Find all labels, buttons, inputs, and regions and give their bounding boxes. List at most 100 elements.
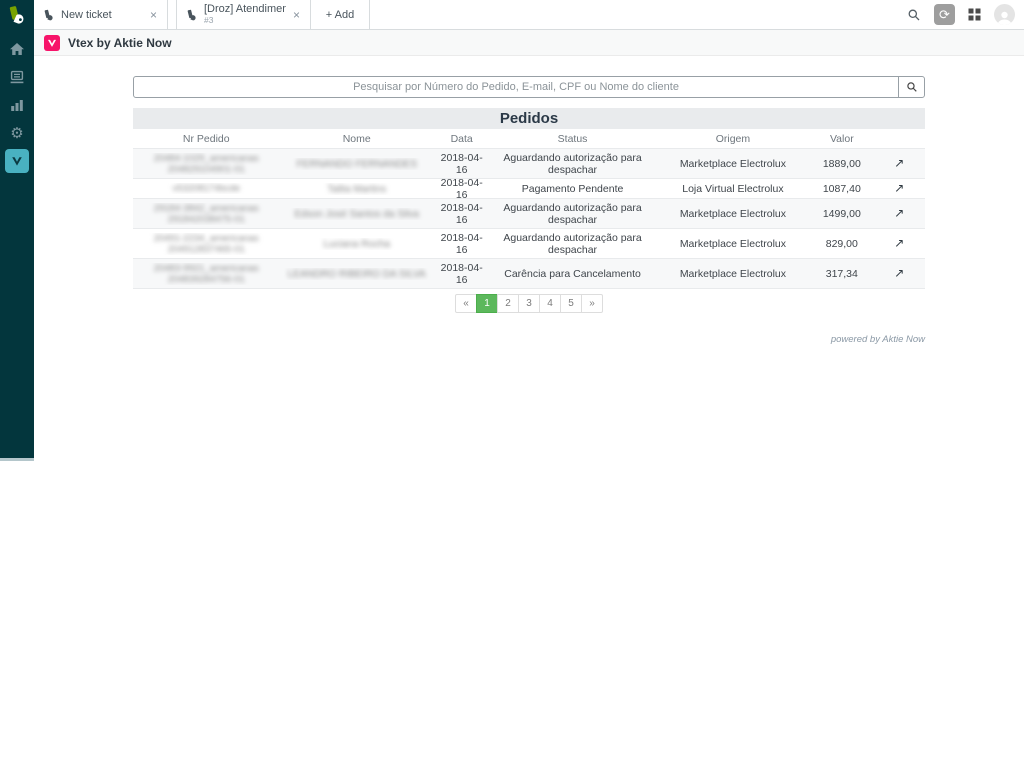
redacted-order-number: 204912837465-01 [167,243,245,255]
column-header-valor: Valor [829,132,854,145]
redacted-order-number: 204829104901-01 [167,163,245,175]
ticket-icon [187,9,196,20]
pagination-page-3[interactable]: 3 [518,294,540,313]
redacted-order-number: 204839284756-01 [167,273,245,285]
tab-droz-atendimento[interactable]: [Droz] Atendimento #3 × [176,0,311,29]
pagination: « 1 2 3 4 5 » [133,294,925,313]
tab-label: New ticket [61,8,112,21]
search-button[interactable] [898,77,924,97]
home-icon[interactable] [5,37,29,61]
pagination-page-4[interactable]: 4 [539,294,561,313]
apps-grid-icon[interactable] [968,8,981,21]
zendesk-logo[interactable] [0,0,34,30]
redacted-customer-name: LEANDRO RIBEIRO DA SILVA [287,268,426,280]
table-bottom-border [133,288,925,289]
cell-data: 2018-04-16 [440,176,483,201]
app-title: Vtex by Aktie Now [68,35,172,50]
redacted-customer-name: Edson José Santos da Silva [294,208,419,220]
pagination-page-5[interactable]: 5 [560,294,582,313]
cell-actions: ↗ [874,182,925,195]
cell-status: Aguardando autorização para despachar [503,201,642,226]
app-toolbar: Vtex by Aktie Now [34,30,1024,56]
redacted-customer-name: FERNANDO FERNANDES [296,158,418,170]
table-title-bar: Pedidos [133,108,925,129]
tab-label: [Droz] Atendimento [204,3,286,15]
top-tab-bar: New ticket × [Droz] Atendimento #3 × + A… [34,0,1024,30]
cell-nr-pedido: v53208174bcde [133,183,280,194]
refresh-icon[interactable]: ⟳ [934,4,955,25]
table-row: 29184-3842_americanas 291842038475-01 Ed… [133,198,925,228]
redacted-order-number: 20484-1029_americanas [153,152,259,164]
pagination-next[interactable]: » [581,294,603,313]
admin-gear-icon[interactable]: ⚙ [5,121,29,145]
table-row: 20491-2234_americanas 204912837465-01 Lu… [133,228,925,258]
avatar-icon[interactable] [994,4,1015,25]
tab-new-ticket[interactable]: New ticket × [34,0,168,29]
cell-actions: ↗ [874,237,925,250]
sidebar-nav: ⚙ [0,30,34,177]
close-icon[interactable]: × [292,7,300,22]
cell-nr-pedido: 20484-1029_americanas 204829104901-01 [133,153,280,175]
expand-order-icon[interactable]: ↗ [894,157,905,170]
search-icon[interactable] [907,8,921,22]
expand-order-icon[interactable]: ↗ [894,237,905,250]
pagination-page-1[interactable]: 1 [476,294,498,313]
cell-nome: Talita Martins [280,183,434,195]
table-row: 20484-1029_americanas 204829104901-01 FE… [133,148,925,178]
views-icon[interactable] [5,65,29,89]
cell-data: 2018-04-16 [440,261,483,286]
cell-nr-pedido: 20491-2234_americanas 204912837465-01 [133,233,280,255]
order-search-bar [133,76,925,98]
cell-valor: 1087,40 [822,182,861,195]
cell-origem: Marketplace Electrolux [679,267,787,280]
close-icon[interactable]: × [149,7,157,22]
cell-nome: Luciana Rocha [280,238,434,250]
tab-ticket-number: #3 [204,14,214,25]
cell-origem: Marketplace Electrolux [679,157,787,170]
redacted-order-number: 291842038475-01 [167,213,245,225]
add-tab-button[interactable]: + Add [311,0,370,29]
expand-order-icon[interactable]: ↗ [894,182,905,195]
sidebar: ⚙ [0,0,34,461]
search-input[interactable] [134,77,898,97]
expand-order-icon[interactable]: ↗ [894,207,905,220]
vtex-logo-icon [44,34,60,51]
table-row: v53208174bcde Talita Martins 2018-04-16 … [133,176,925,201]
vtex-app-icon[interactable] [5,149,29,173]
table-row: 20483-9921_americanas 204839284756-01 LE… [133,258,925,288]
magnifier-icon [906,82,917,92]
cell-actions: ↗ [874,157,925,170]
expand-order-icon[interactable]: ↗ [894,267,905,280]
redacted-customer-name: Talita Martins [327,183,387,195]
cell-valor: 1499,00 [822,207,861,220]
cell-nr-pedido: 20483-9921_americanas 204839284756-01 [133,263,280,285]
topbar-actions: ⟳ [907,0,1024,29]
powered-by-note: powered by Aktie Now [830,334,925,345]
column-header-origem: Origem [715,132,751,145]
redacted-order-number: 20483-9921_americanas [153,262,259,274]
redacted-customer-name: Luciana Rocha [323,238,391,250]
cell-nr-pedido: 29184-3842_americanas 291842038475-01 [133,203,280,225]
cell-origem: Marketplace Electrolux [679,207,787,220]
cell-actions: ↗ [874,267,925,280]
cell-valor: 1889,00 [822,157,861,170]
pagination-page-2[interactable]: 2 [497,294,519,313]
cell-status: Aguardando autorização para despachar [503,231,642,256]
cell-status: Aguardando autorização para despachar [503,151,642,176]
reports-icon[interactable] [5,93,29,117]
cell-origem: Loja Virtual Electrolux [682,182,784,195]
column-header-nr-pedido: Nr Pedido [182,132,230,145]
zendesk-logo-icon [9,6,24,24]
table-header-row: Nr Pedido Nome Data Status Origem Valor [133,129,925,148]
vtex-v-glyph [12,157,22,166]
cell-data: 2018-04-16 [440,231,483,256]
pagination-prev[interactable]: « [455,294,477,313]
ticket-icon [44,9,53,20]
cell-valor: 317,34 [825,267,858,280]
column-header-status: Status [557,132,588,145]
redacted-order-number: 29184-3842_americanas [153,202,259,214]
orders-table: Nr Pedido Nome Data Status Origem Valor … [133,129,925,289]
redacted-order-number: 20491-2234_americanas [153,232,259,244]
cell-status: Pagamento Pendente [521,182,624,195]
gear-glyph: ⚙ [10,124,24,142]
